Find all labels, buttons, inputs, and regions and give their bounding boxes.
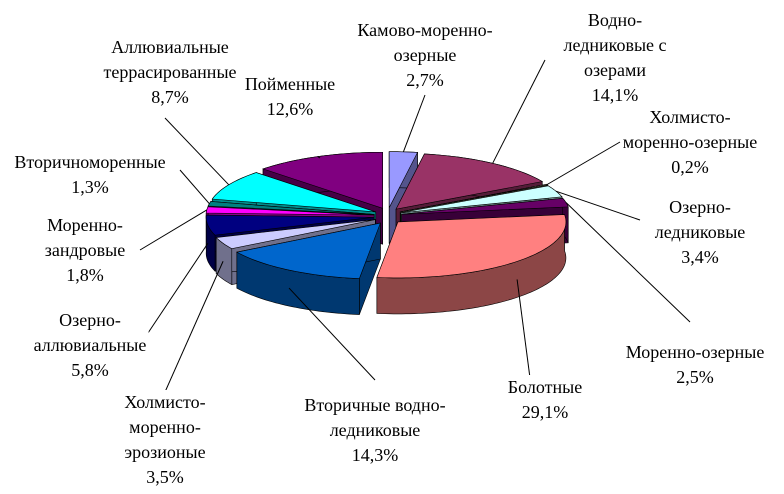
value-label: 14,3%: [351, 445, 399, 465]
slice-label: Аллювиальные террасированные 8,7%: [101, 35, 239, 110]
leader-line: [164, 261, 224, 393]
value-label: 3,5%: [146, 467, 184, 487]
category-label: Холмисто- моренно- эрозионые: [124, 392, 206, 462]
category-label: Озерно- ледниковые: [654, 197, 746, 242]
leader-line: [139, 242, 209, 346]
slice-label: Водно- ледниковые с озерами 14,1%: [561, 8, 669, 108]
slice: [215, 219, 376, 249]
category-label: Озерно- аллювиальные: [33, 310, 147, 355]
slice: [205, 206, 375, 216]
leader-line: [179, 169, 210, 205]
category-label: Водно- ледниковые с озерами: [563, 10, 667, 80]
leader-line: [555, 190, 641, 221]
leader-line: [565, 202, 691, 323]
value-label: 0,2%: [671, 157, 709, 177]
slice-label: Холмисто- моренно-озерные 0,2%: [620, 105, 760, 180]
slice-label: Озерно- аллювиальные 5,8%: [31, 308, 149, 383]
leader-line: [288, 287, 376, 381]
slice-label: Вторичные водно- ледниковые 14,3%: [302, 393, 448, 468]
slice: [235, 222, 381, 279]
leader-line: [164, 117, 230, 186]
category-label: Аллювиальные террасированные: [103, 37, 237, 82]
leader-line: [402, 94, 426, 153]
slice-label: Камово-моренно- озерные 2,7%: [355, 18, 495, 93]
slice: [207, 201, 375, 215]
leader-line: [317, 156, 321, 159]
category-label: Моренно-озерные: [625, 342, 765, 362]
value-label: 5,8%: [71, 360, 109, 380]
value-label: 8,7%: [151, 87, 189, 107]
slice-label: Болотные 29,1%: [505, 375, 585, 425]
slice-label: Озерно- ледниковые 3,4%: [652, 195, 748, 270]
value-label: 29,1%: [521, 402, 569, 422]
slice: [388, 151, 419, 208]
slice-label: Моренно- зандровые 1,8%: [42, 213, 128, 288]
category-label: Вторичные водно- ледниковые: [304, 395, 446, 440]
slice-tops: [205, 151, 569, 279]
category-label: Моренно- зандровые: [44, 215, 126, 260]
value-label: 2,7%: [406, 70, 444, 90]
value-label: 2,5%: [676, 367, 714, 387]
slice: [205, 214, 375, 236]
slice-label: Пойменные 12,6%: [242, 72, 338, 122]
leader-line: [139, 209, 208, 251]
leader-line: [492, 59, 546, 164]
slice: [376, 214, 567, 279]
slice: [401, 197, 569, 215]
value-label: 1,8%: [66, 265, 104, 285]
category-label: Камово-моренно- озерные: [357, 20, 493, 65]
value-label: 1,3%: [71, 177, 109, 197]
category-label: Холмисто- моренно-озерные: [622, 107, 758, 152]
slice-label: Холмисто- моренно- эрозионые 3,5%: [122, 390, 208, 490]
value-label: 14,1%: [591, 85, 639, 105]
category-label: Болотные: [507, 377, 583, 397]
slice-label: Моренно-озерные 2,5%: [623, 340, 767, 390]
leader-line: [546, 141, 621, 186]
value-label: 12,6%: [266, 99, 314, 119]
category-label: Пойменные: [244, 74, 336, 94]
category-label: Вторичноморенные: [14, 152, 166, 172]
slice: [400, 185, 563, 214]
leader-line: [516, 279, 531, 379]
slice-label: Вторичноморенные 1,3%: [12, 150, 168, 200]
value-label: 3,4%: [681, 247, 719, 267]
